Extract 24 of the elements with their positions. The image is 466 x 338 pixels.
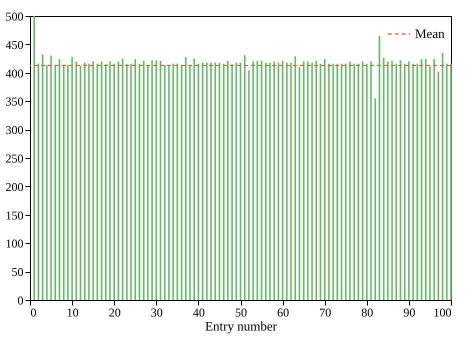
y-tick-label: 300: [6, 123, 24, 138]
y-tick-label: 150: [6, 208, 24, 222]
y-tick-label: 350: [6, 94, 24, 109]
y-tick-label: 500: [6, 10, 24, 24]
x-tick-label: 40: [192, 306, 205, 320]
y-tick-label: 400: [6, 66, 24, 80]
y-tick-label: 100: [6, 236, 24, 251]
y-tick-label: 200: [6, 180, 24, 194]
legend-label: Mean: [415, 26, 446, 41]
x-tick-label: 100: [434, 306, 452, 320]
x-tick-label: 80: [361, 306, 374, 320]
x-tick-label: 60: [277, 306, 290, 320]
x-tick-label: 70: [319, 306, 332, 320]
x-axis-title: Entry number: [205, 318, 278, 334]
y-tick-label: 450: [6, 38, 24, 52]
x-tick-label: 50: [235, 306, 247, 320]
y-tick-label: 50: [12, 265, 24, 280]
x-tick-label: 0: [30, 306, 36, 320]
y-tick-label: 0: [18, 294, 24, 308]
x-tick-label: 10: [66, 306, 79, 320]
x-tick-label: 30: [150, 306, 163, 320]
y-tick-label: 250: [6, 152, 24, 166]
x-tick-label: 20: [108, 306, 121, 320]
x-tick-label: 90: [403, 306, 416, 320]
